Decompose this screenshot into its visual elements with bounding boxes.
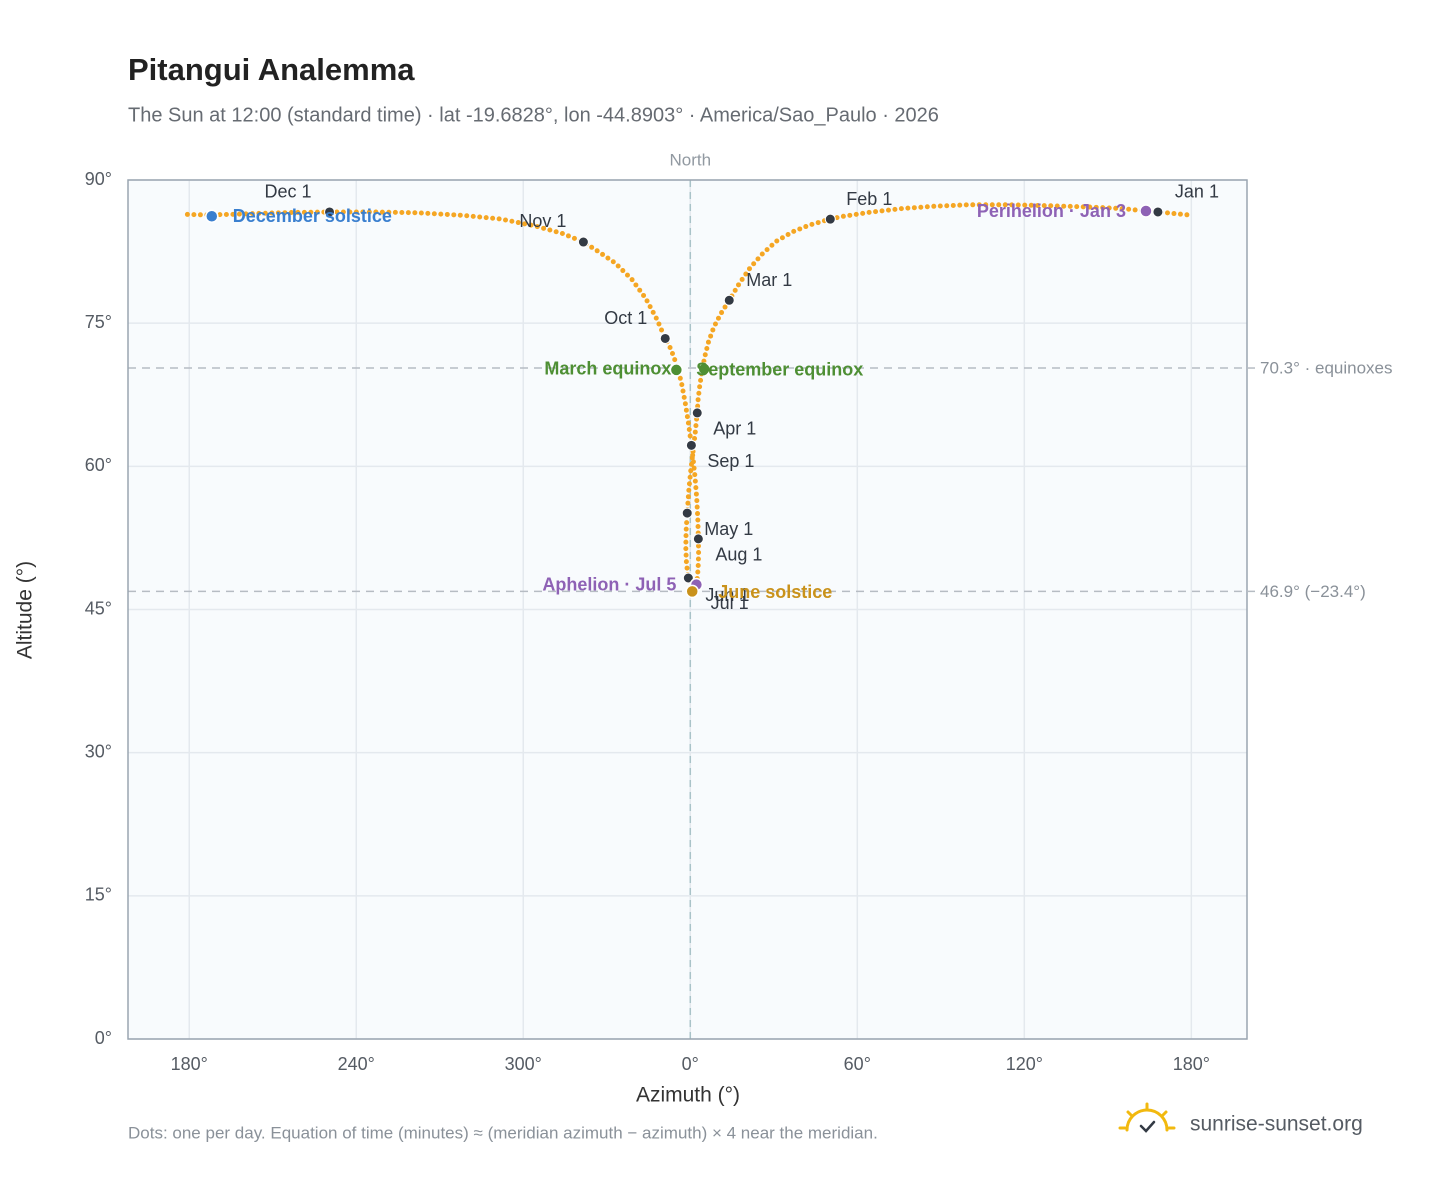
y-tick-label: 75° <box>85 312 112 332</box>
event-label: December solstice <box>233 206 392 226</box>
month-label: Aug 1 <box>715 545 762 565</box>
month-label: May 1 <box>704 519 753 539</box>
x-tick-label: 180° <box>1173 1054 1210 1074</box>
month-marker <box>692 533 704 545</box>
event-marker <box>1139 204 1153 218</box>
x-tick-label: 120° <box>1006 1054 1043 1074</box>
x-tick-label: 180° <box>171 1054 208 1074</box>
month-label: Dec 1 <box>265 182 312 202</box>
brand-name: sunrise-sunset.org <box>1190 1113 1363 1136</box>
x-tick-label: 60° <box>844 1054 871 1074</box>
y-axis-label: Altitude (°) <box>14 561 37 659</box>
month-label: Nov 1 <box>519 211 566 231</box>
reference-label: 46.9° (−23.4°) <box>1260 582 1366 601</box>
month-label: Mar 1 <box>746 270 792 290</box>
y-tick-label: 90° <box>85 169 112 189</box>
reference-label: 70.3° · equinoxes <box>1260 359 1393 378</box>
event-marker <box>669 363 684 377</box>
y-tick-label: 15° <box>85 885 112 905</box>
plot-frame <box>127 179 1248 1040</box>
month-marker <box>681 507 693 519</box>
month-label: Feb 1 <box>846 189 892 209</box>
month-label: Jan 1 <box>1175 182 1219 202</box>
month-marker <box>1152 206 1164 218</box>
y-tick-label: 0° <box>95 1028 112 1048</box>
event-marker <box>697 362 711 376</box>
x-axis-label: Azimuth (°) <box>636 1084 740 1107</box>
month-label: Apr 1 <box>713 419 756 439</box>
north-label: North <box>669 150 711 169</box>
y-tick-label: 45° <box>85 598 112 618</box>
y-tick-label: 60° <box>85 455 112 475</box>
event-label: March equinox <box>544 359 671 379</box>
event-label: June solstice <box>718 582 832 602</box>
event-marker <box>205 209 219 224</box>
brand-logo <box>1118 1102 1176 1133</box>
event-label: September equinox <box>696 360 863 380</box>
month-label: Sep 1 <box>707 451 754 471</box>
event-label: Perihelion · Jan 3 <box>977 201 1126 221</box>
event-label: Aphelion · Jul 5 <box>542 574 676 594</box>
month-label: Oct 1 <box>604 308 647 328</box>
month-label: Jul 1 <box>711 593 749 613</box>
month-marker <box>577 236 589 248</box>
month-label: Jun 1 <box>705 585 749 605</box>
event-marker <box>685 584 699 599</box>
month-marker <box>324 206 336 218</box>
month-marker <box>685 439 697 451</box>
month-marker <box>691 407 703 419</box>
month-marker <box>682 572 694 584</box>
x-tick-label: 300° <box>505 1054 542 1074</box>
month-marker <box>659 332 671 344</box>
chart-subtitle: The Sun at 12:00 (standard time) · lat -… <box>128 104 939 126</box>
footnote: Dots: one per day. Equation of time (min… <box>128 1123 878 1142</box>
month-marker <box>824 213 836 225</box>
month-marker <box>723 294 735 306</box>
x-tick-label: 240° <box>338 1054 375 1074</box>
x-tick-label: 0° <box>682 1054 699 1074</box>
chart-title: Pitangui Analemma <box>128 52 415 87</box>
y-tick-label: 30° <box>85 741 112 761</box>
